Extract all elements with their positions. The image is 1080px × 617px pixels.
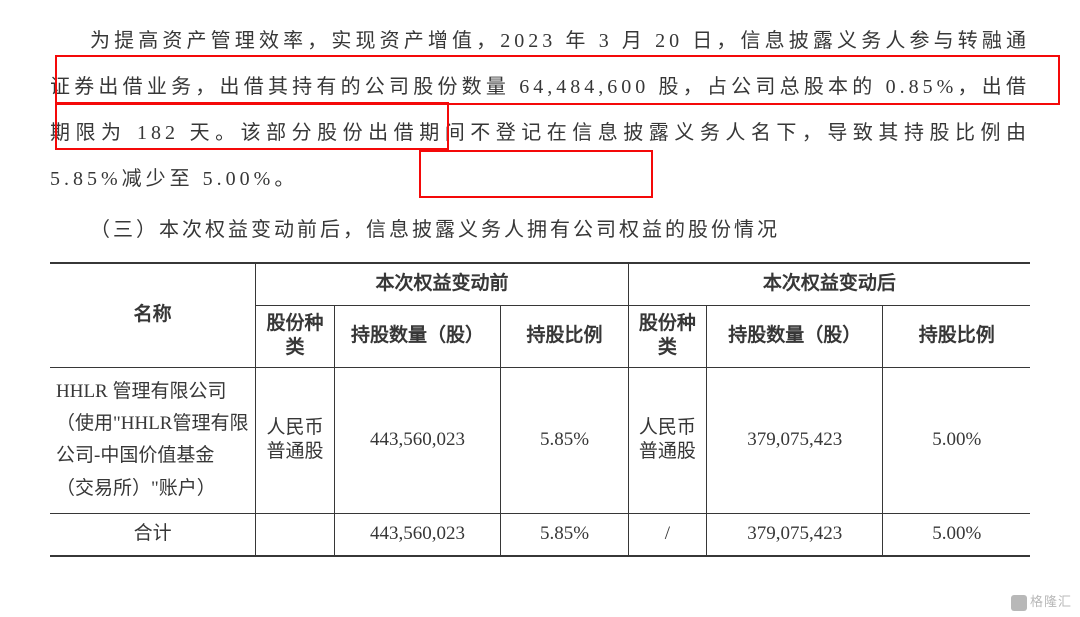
watermark-text: 格隆汇 [1030, 594, 1072, 609]
col-share-qty-before: 持股数量（股） [334, 305, 501, 367]
paragraph-subtitle: （三）本次权益变动前后，信息披露义务人拥有公司权益的股份情况 [50, 206, 1030, 254]
cell-qty-after: 379,075,423 [707, 367, 883, 513]
cell-total-pct-after: 5.00% [883, 514, 1030, 556]
col-before: 本次权益变动前 [256, 263, 628, 305]
col-share-pct-before: 持股比例 [501, 305, 628, 367]
table-header-row-1: 名称 本次权益变动前 本次权益变动后 [50, 263, 1030, 305]
col-name: 名称 [50, 263, 256, 367]
cell-type-before: 人民币普通股 [256, 367, 334, 513]
cell-total-slash: / [628, 514, 706, 556]
table-row: HHLR 管理有限公司（使用"HHLR管理有限公司-中国价值基金（交易所）"账户… [50, 367, 1030, 513]
col-after: 本次权益变动后 [628, 263, 1030, 305]
document-content: 为提高资产管理效率，实现资产增值，2023 年 3 月 20 日，信息披露义务人… [0, 0, 1080, 557]
col-share-qty-after: 持股数量（股） [707, 305, 883, 367]
cell-total-blank1 [256, 514, 334, 556]
col-share-pct-after: 持股比例 [883, 305, 1030, 367]
paragraph-main: 为提高资产管理效率，实现资产增值，2023 年 3 月 20 日，信息披露义务人… [50, 18, 1030, 202]
col-share-type-before: 股份种类 [256, 305, 334, 367]
equity-table-container: 名称 本次权益变动前 本次权益变动后 股份种类 持股数量（股） 持股比例 股份种… [50, 262, 1030, 557]
cell-total-qty-after: 379,075,423 [707, 514, 883, 556]
cell-pct-before: 5.85% [501, 367, 628, 513]
watermark: 格隆汇 [1011, 591, 1072, 611]
cell-qty-before: 443,560,023 [334, 367, 501, 513]
table-total-row: 合计 443,560,023 5.85% / 379,075,423 5.00% [50, 514, 1030, 556]
cell-pct-after: 5.00% [883, 367, 1030, 513]
cell-entity-name: HHLR 管理有限公司（使用"HHLR管理有限公司-中国价值基金（交易所）"账户… [50, 367, 256, 513]
cell-total-qty-before: 443,560,023 [334, 514, 501, 556]
equity-table: 名称 本次权益变动前 本次权益变动后 股份种类 持股数量（股） 持股比例 股份种… [50, 262, 1030, 557]
watermark-icon [1011, 595, 1027, 611]
cell-total-label: 合计 [50, 514, 256, 556]
cell-type-after: 人民币普通股 [628, 367, 706, 513]
cell-total-pct-before: 5.85% [501, 514, 628, 556]
col-share-type-after: 股份种类 [628, 305, 706, 367]
